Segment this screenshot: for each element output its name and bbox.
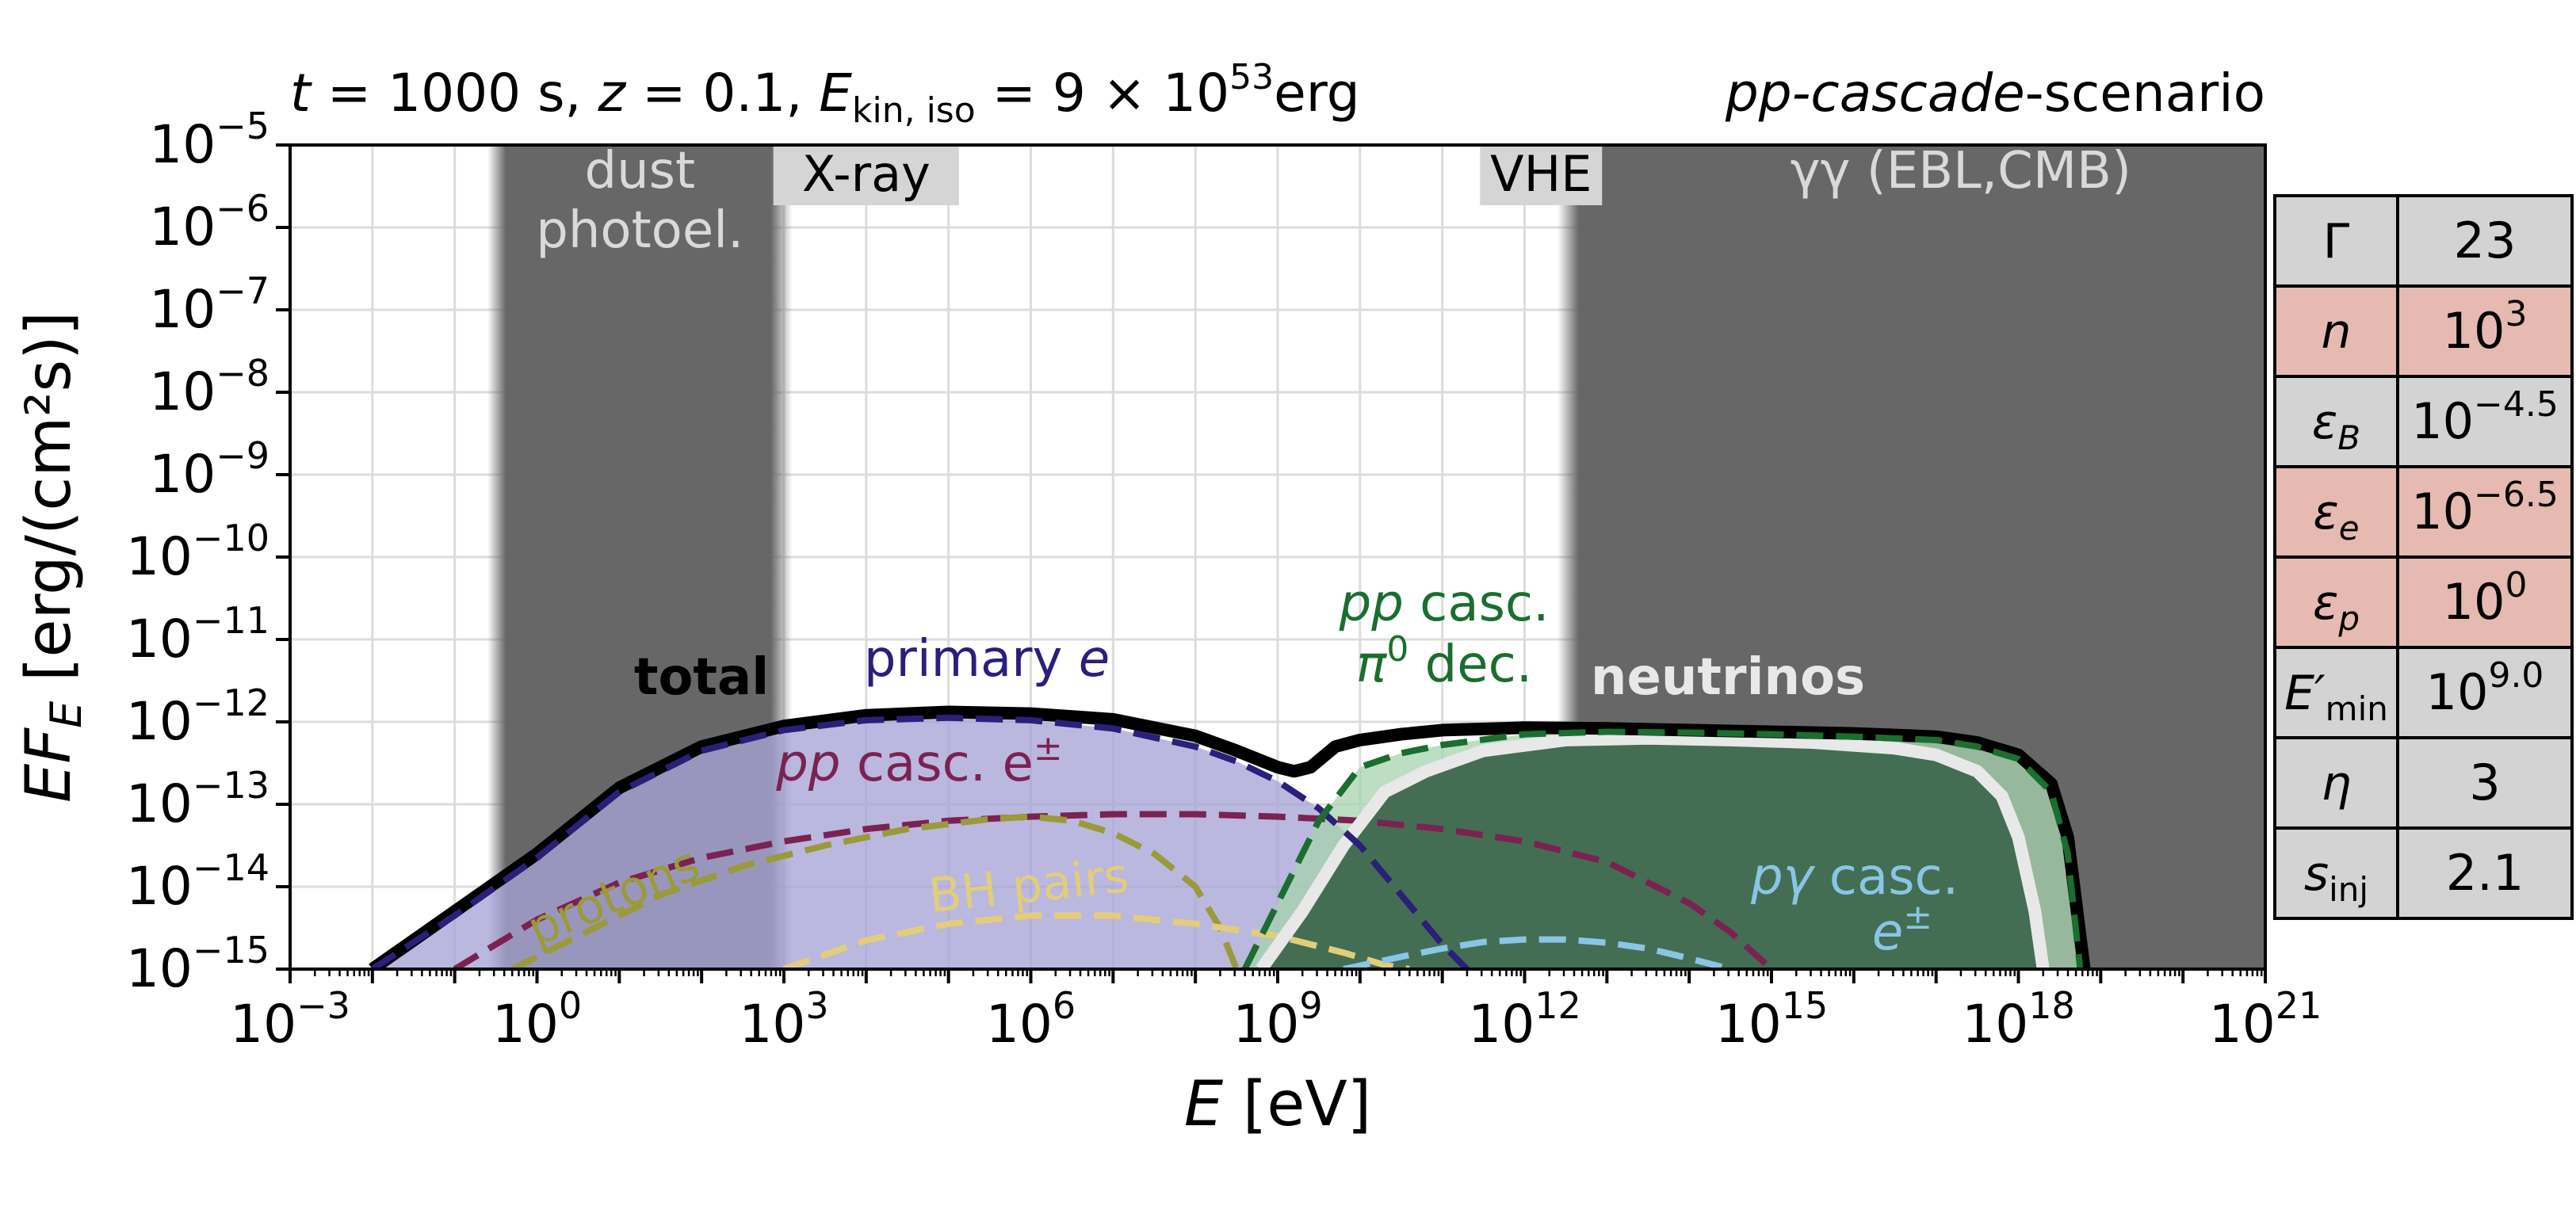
table-cell-symbol	[2273, 736, 2399, 830]
x-tick-label: 1021	[2209, 984, 2322, 1055]
table-cell-value	[2396, 375, 2574, 468]
table-value: 10−4.5	[2411, 384, 2559, 450]
parameters-table: Γ 23 n 103 εB 10−4.5 εe 10−6.5 εp 100 E′min 109.0 η 3…	[2273, 194, 2574, 920]
y-tick-label: 10−13	[126, 764, 269, 834]
table-symbol: εp	[2313, 575, 2360, 638]
y-tick-label: 10−10	[126, 517, 269, 587]
table-symbol: sinj	[2304, 846, 2368, 909]
y-tick-label: 10−14	[126, 846, 269, 917]
x-tick-label: 106	[986, 984, 1076, 1055]
x-tick-label: 10−3	[230, 984, 350, 1055]
y-tick-label: 10−9	[149, 434, 269, 505]
y-tick-label: 10−5	[149, 105, 269, 175]
table-value: 3	[2469, 754, 2500, 811]
x-tick-label: 1012	[1468, 984, 1581, 1055]
axis-ticks: 10−3 100 103 106 109 1012 1015 1018 1021 10−5 10−6…	[126, 105, 2322, 1055]
table-cell-symbol	[2273, 284, 2399, 378]
series-line-6	[782, 912, 1410, 969]
band-label-dust: photoel.	[536, 201, 743, 260]
table-symbol: Γ	[2323, 214, 2350, 269]
table-cell-value	[2396, 194, 2574, 288]
x-tick-label: 103	[739, 984, 828, 1055]
table-cell-value	[2396, 555, 2574, 649]
series-line-5	[510, 813, 1240, 969]
table-cell-symbol	[2273, 465, 2399, 559]
y-tick-label: 10−15	[126, 929, 269, 999]
neutrinos-line	[1256, 731, 2050, 969]
table-value: 2.1	[2446, 844, 2524, 902]
label-pp-casc-pi0-line1: pp casc.	[1339, 574, 1550, 633]
x-tick-label: 100	[492, 984, 582, 1055]
table-value: 100	[2443, 565, 2528, 631]
label-total: total	[634, 648, 769, 707]
label-pgamma-casc-line1: pγ casc.	[1750, 848, 1959, 907]
label-pp-casc-e: pp casc. e±	[775, 728, 1062, 793]
y-axis-label: EFE [erg/(cm²s)]	[13, 311, 91, 803]
table-symbol: E′min	[2284, 666, 2388, 728]
table-symbol: η	[2321, 756, 2351, 811]
y-tick-label: 10−8	[149, 352, 269, 422]
band-tag-bg	[1480, 146, 1603, 205]
label-primary-e: primary e	[864, 630, 1110, 689]
y-tick-label: 10−11	[126, 599, 269, 670]
band-tag-label: VHE	[1490, 145, 1592, 203]
label-neutrinos: neutrinos	[1591, 648, 1865, 707]
x-tick-label: 1018	[1962, 984, 2075, 1055]
table-value: 103	[2443, 294, 2528, 360]
x-tick-label: 1015	[1715, 984, 1829, 1055]
total-line	[369, 705, 2091, 969]
pp-pi0-line	[1241, 728, 2084, 969]
series-line-4	[453, 811, 1774, 969]
y-tick-label: 10−7	[149, 269, 269, 340]
x-axis-label: E [eV]	[1184, 1069, 1371, 1140]
table-value: 23	[2454, 212, 2517, 269]
band-label-dust: dust	[584, 142, 695, 200]
table-value: 10−6.5	[2411, 475, 2559, 540]
table-symbol: εe	[2313, 485, 2359, 548]
chart-title-left: t = 1000 s, z = 0.1, Ekin, iso = 9 × 105…	[290, 57, 1360, 131]
label-pp-casc-pi0-line2: π0 dec.	[1356, 629, 1532, 694]
table-symbol: εB	[2312, 395, 2360, 457]
primary-e-line	[370, 714, 1470, 969]
table-symbol: n	[2321, 304, 2351, 360]
band-tag-label: X-ray	[802, 145, 931, 203]
chart-title-right: pp-cascade-scenario	[1725, 63, 2265, 124]
band-tag-bg	[773, 146, 959, 205]
band-label-gammagamma: γγ (EBL,CMB)	[1791, 142, 2131, 200]
table-cell-value	[2396, 465, 2574, 559]
table-value: 109.0	[2426, 655, 2544, 721]
table-cell-value	[2396, 826, 2574, 920]
y-tick-label: 10−6	[149, 187, 269, 258]
table-cell-value	[2396, 646, 2574, 739]
x-tick-label: 109	[1233, 984, 1322, 1055]
y-tick-label: 10−12	[126, 681, 269, 752]
series-curves	[369, 705, 2091, 969]
label-pgamma-casc-line2: e±	[1872, 897, 1932, 962]
neutrinos-fill	[1261, 738, 2043, 969]
series-line-7	[1343, 936, 1732, 969]
